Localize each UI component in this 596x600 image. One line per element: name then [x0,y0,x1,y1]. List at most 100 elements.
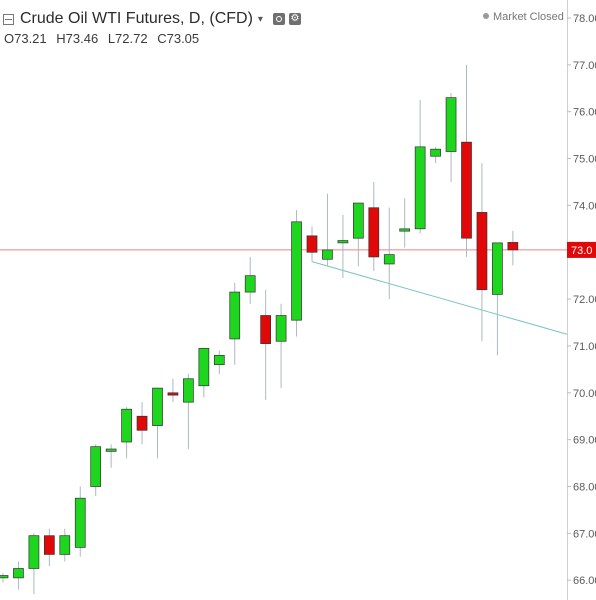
candle [445,92,457,182]
candle [183,374,194,450]
candle-body [229,291,241,340]
candle [353,202,364,267]
tick-label: 66.00 [573,575,596,587]
tick-label: 67.00 [573,528,596,540]
candle-body [399,228,411,232]
candle [322,193,333,267]
candle-body [105,448,117,452]
candle [430,146,441,164]
status-dot-icon [483,13,489,19]
candle [383,207,395,300]
candle-body [461,141,472,239]
candle-body [74,497,86,548]
candle-body [198,347,210,387]
candle [13,561,24,590]
candle-body [275,315,287,342]
low-value: L72.72 [107,31,148,46]
close-value: C73.05 [157,31,200,46]
candle [507,230,519,266]
candle [0,573,9,583]
tick-label: 69.00 [573,435,596,447]
candle [198,347,210,398]
candle-body [507,242,519,251]
candle-body [0,575,9,579]
candle [121,406,132,459]
candle [152,387,163,459]
candle [492,242,503,356]
candle-body [244,275,256,293]
tick-label: 74.00 [573,200,596,212]
candle-body [306,235,318,253]
tick-label: 78.00 [573,13,596,25]
eye-icon[interactable] [272,13,285,25]
candle [275,303,287,389]
candle [43,528,55,567]
gear-icon[interactable]: ⚙ [288,13,301,25]
candle [167,378,179,403]
collapse-icon[interactable] [3,13,14,25]
last-price-label: 73.0 [571,245,592,257]
tick-label: 72.00 [573,294,596,306]
candle [476,163,488,342]
candle [260,289,271,400]
candle-body [291,221,302,321]
symbol-title[interactable]: Crude Oil WTI Futures, D, (CFD) [20,10,253,27]
candle-body [260,315,271,344]
trendline[interactable] [311,261,568,335]
candle-body [28,535,40,569]
candles [0,64,519,595]
candle-body [183,378,194,403]
candle-body [353,202,364,239]
candle [229,282,241,365]
market-status: Market Closed [483,11,564,23]
candle [136,402,148,445]
candle-body [383,254,395,265]
candle [105,444,117,468]
candle [306,226,318,262]
tick-label: 77.00 [573,60,596,72]
candle [337,214,349,279]
candle-body [368,207,380,258]
candle-body [213,354,225,366]
candle-body [492,242,503,295]
tick-label: 68.00 [573,482,596,494]
candle [90,444,102,496]
candle-body [337,240,349,244]
candle [414,99,426,234]
status-label: Market Closed [493,11,564,23]
candle-body [121,408,132,443]
candle-body [90,446,102,487]
candle [28,533,40,595]
candle-body [430,148,441,157]
candle [291,210,302,337]
candle [461,64,472,257]
tick-label: 75.00 [573,154,596,166]
candle [244,256,256,304]
candle-body [445,97,457,152]
candle-body [43,535,55,555]
price-axis[interactable]: 78.0077.0076.0075.0074.0073.0072.0071.00… [567,13,596,587]
ohlc-values: O73.21 H73.46 L72.72 C73.05 [4,31,205,46]
candle-body [59,535,71,555]
tick-label: 70.00 [573,388,596,400]
candle-body [322,249,333,260]
candle-body [414,146,426,230]
candle-body [152,387,163,426]
candle [74,486,86,557]
last-price-label-bg [567,241,596,258]
open-value: O73.21 [4,31,47,46]
candle [399,198,411,248]
tick-label: 71.00 [573,341,596,353]
chart-header: Crude Oil WTI Futures, D, (CFD) ▾ ⚙ [0,8,301,30]
high-value: H73.46 [56,31,99,46]
candle-body [167,392,179,396]
chevron-down-icon[interactable]: ▾ [257,13,263,25]
candle [213,350,225,375]
candle-body [13,568,24,579]
candle [368,181,380,271]
tick-label: 76.00 [573,107,596,119]
candle-body [136,415,148,431]
candle-body [476,212,488,291]
candle [59,528,71,562]
